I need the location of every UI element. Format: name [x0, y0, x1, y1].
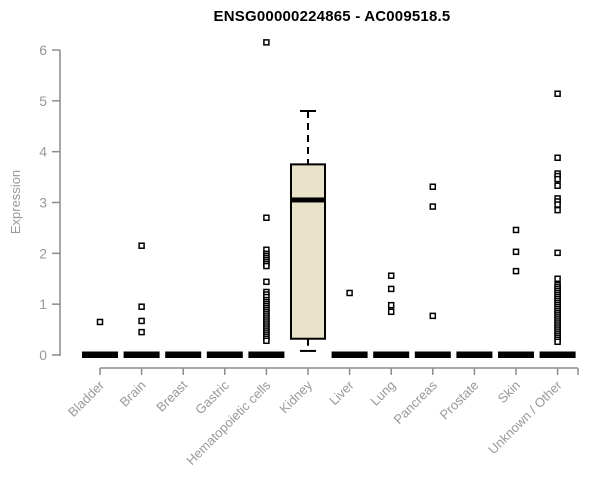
outlier-point-skin	[512, 267, 520, 275]
outlier-point-lung	[387, 308, 395, 316]
outlier-point-hematopoietic-cells	[263, 39, 270, 46]
flat-box-lung	[373, 351, 410, 358]
x-tick-label-unknown-other: Unknown / Other	[485, 377, 565, 457]
flat-box-brain	[123, 351, 160, 358]
outlier-point-brain	[138, 242, 145, 249]
median-line-kidney	[291, 197, 325, 203]
flat-box-skin	[498, 351, 534, 358]
x-tick-label-liver: Liver	[326, 377, 357, 408]
flat-box-gastric	[206, 351, 243, 358]
outlier-point-hematopoietic-cells	[263, 337, 270, 345]
outlier-point-lung	[387, 301, 395, 309]
outlier-point-unknown-other	[554, 338, 561, 346]
outlier-point-hematopoietic-cells	[263, 262, 270, 270]
outlier-point-hematopoietic-cells	[263, 214, 270, 222]
outlier-point-pancreas	[429, 183, 437, 190]
outlier-point-unknown-other	[554, 175, 561, 183]
flat-box-breast	[165, 351, 202, 358]
x-tick-label-breast: Breast	[153, 377, 190, 414]
y-tick-label: 0	[39, 347, 47, 363]
outlier-point-brain	[138, 328, 145, 336]
outlier-point-skin	[512, 248, 520, 256]
outlier-point-brain	[138, 303, 145, 310]
outlier-point-unknown-other	[554, 182, 561, 189]
x-tick-label-prostate: Prostate	[437, 378, 482, 423]
x-tick-label-gastric: Gastric	[192, 377, 232, 417]
outlier-point-pancreas	[429, 312, 437, 320]
outlier-point-unknown-other	[554, 154, 561, 162]
y-tick-label: 6	[39, 42, 47, 58]
flat-box-unknown-other	[539, 351, 576, 358]
y-tick-label: 3	[39, 195, 47, 211]
outlier-point-unknown-other	[554, 201, 561, 208]
y-tick-label: 2	[39, 245, 47, 261]
outlier-point-pancreas	[429, 203, 437, 210]
outlier-point-unknown-other	[554, 206, 561, 214]
outlier-point-brain	[138, 317, 145, 325]
outlier-point-unknown-other	[554, 90, 561, 97]
x-tick-label-brain: Brain	[117, 378, 149, 410]
outlier-point-bladder	[96, 318, 104, 326]
x-tick-label-skin: Skin	[495, 378, 523, 406]
flat-box-pancreas	[414, 351, 451, 358]
outlier-point-unknown-other	[554, 249, 561, 257]
box-kidney	[290, 163, 326, 340]
y-tick-label: 1	[39, 296, 47, 312]
outlier-point-lung	[387, 285, 395, 293]
x-tick-label-bladder: Bladder	[65, 377, 108, 420]
outlier-point-unknown-other	[554, 275, 561, 283]
flat-box-bladder	[82, 351, 118, 358]
x-tick-label-kidney: Kidney	[276, 377, 315, 416]
outlier-point-lung	[387, 272, 395, 279]
flat-box-liver	[331, 351, 368, 358]
outlier-point-liver	[346, 289, 353, 297]
x-tick-label-pancreas: Pancreas	[390, 377, 440, 427]
y-tick-label: 4	[39, 144, 47, 160]
flat-box-hematopoietic-cells	[248, 351, 285, 358]
outlier-point-hematopoietic-cells	[263, 278, 270, 286]
flat-box-prostate	[456, 351, 493, 358]
chart-title: ENSG00000224865 - AC009518.5	[213, 8, 451, 25]
x-tick-label-lung: Lung	[367, 378, 398, 409]
y-tick-label: 5	[39, 93, 47, 109]
outlier-point-skin	[512, 226, 520, 234]
